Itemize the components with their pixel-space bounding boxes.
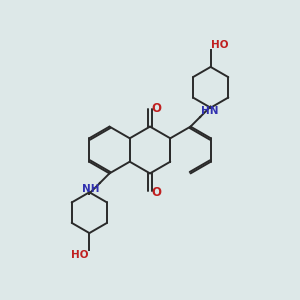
- Text: HO: HO: [71, 250, 89, 260]
- Text: HN: HN: [201, 106, 218, 116]
- Text: HO: HO: [211, 40, 229, 50]
- Text: O: O: [152, 185, 161, 199]
- Text: O: O: [152, 101, 161, 115]
- Text: NH: NH: [82, 184, 99, 194]
